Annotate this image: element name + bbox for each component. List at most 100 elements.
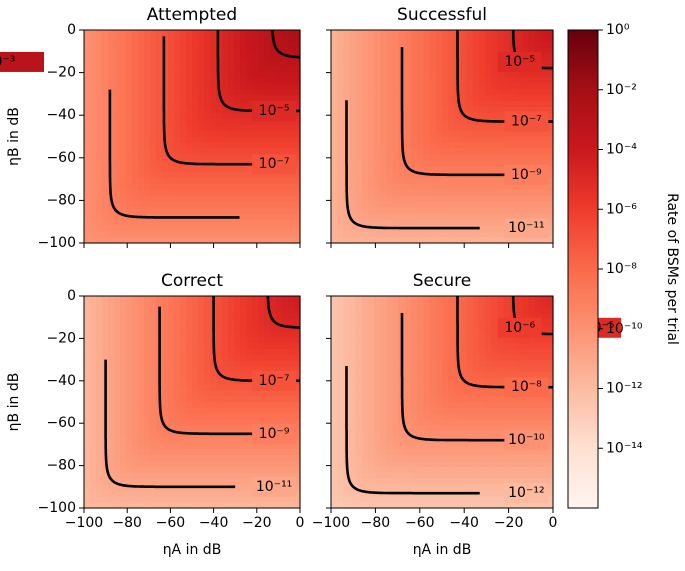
heat-cell xyxy=(258,461,265,467)
heat-cell xyxy=(246,131,253,138)
heat-cell xyxy=(216,314,223,320)
heat-cell xyxy=(448,131,455,138)
heat-cell xyxy=(150,83,157,90)
heat-cell xyxy=(132,296,139,302)
heat-cell xyxy=(461,48,468,55)
heat-cell xyxy=(90,402,97,408)
heat-cell xyxy=(270,125,277,132)
heat-cell xyxy=(84,479,91,485)
heat-cell xyxy=(84,107,91,114)
heat-cell xyxy=(356,396,363,402)
heat-cell xyxy=(411,455,418,461)
heat-cell xyxy=(331,373,338,379)
heat-cell xyxy=(368,337,375,343)
heat-cell xyxy=(411,325,418,331)
heat-cell xyxy=(96,455,103,461)
heat-cell xyxy=(467,479,474,485)
heat-cell xyxy=(114,60,121,67)
heat-cell xyxy=(144,337,151,343)
heat-cell xyxy=(442,467,449,473)
heat-cell xyxy=(168,308,175,314)
heat-cell xyxy=(424,449,431,455)
heat-cell xyxy=(411,426,418,432)
heat-cell xyxy=(192,66,199,73)
heat-cell xyxy=(430,461,437,467)
heat-cell xyxy=(144,373,151,379)
heat-cell xyxy=(337,125,344,132)
heat-cell xyxy=(138,373,145,379)
heat-cell xyxy=(374,455,381,461)
heat-cell xyxy=(102,95,109,102)
heat-cell xyxy=(337,490,344,496)
heat-cell xyxy=(331,414,338,420)
heat-cell xyxy=(102,101,109,108)
heat-cell xyxy=(535,196,542,203)
heat-cell xyxy=(264,178,271,185)
heat-cell xyxy=(362,390,369,396)
heat-cell xyxy=(102,496,109,502)
heat-cell xyxy=(186,107,193,114)
heat-cell xyxy=(331,142,338,149)
heat-cell xyxy=(102,202,109,209)
heat-cell xyxy=(473,125,480,132)
heat-cell xyxy=(216,443,223,449)
heat-cell xyxy=(126,384,133,390)
heat-cell xyxy=(234,408,241,414)
heat-cell xyxy=(132,443,139,449)
heat-cell xyxy=(120,119,127,126)
heat-cell xyxy=(102,296,109,302)
heat-cell xyxy=(144,36,151,43)
heat-cell xyxy=(473,113,480,120)
heat-cell xyxy=(138,131,145,138)
heat-cell xyxy=(498,196,505,203)
heat-cell xyxy=(491,337,498,343)
heat-cell xyxy=(282,208,289,215)
heat-cell xyxy=(234,349,241,355)
heat-cell xyxy=(198,337,205,343)
heat-cell xyxy=(448,461,455,467)
heat-cell xyxy=(436,384,443,390)
heat-cell xyxy=(448,160,455,167)
heat-cell xyxy=(498,367,505,373)
heat-cell xyxy=(430,302,437,308)
heat-cell xyxy=(90,337,97,343)
heat-cell xyxy=(84,190,91,197)
heat-cell xyxy=(120,361,127,367)
heat-cell xyxy=(102,166,109,173)
heat-cell xyxy=(417,349,424,355)
heat-cell xyxy=(174,219,181,226)
heat-cell xyxy=(228,390,235,396)
heat-cell xyxy=(180,148,187,155)
heat-cell xyxy=(436,473,443,479)
heat-cell xyxy=(120,378,127,384)
heat-cell xyxy=(350,443,357,449)
heat-cell xyxy=(162,461,169,467)
heat-cell xyxy=(387,148,394,155)
heat-cell xyxy=(240,337,247,343)
heat-cell xyxy=(186,314,193,320)
heat-cell xyxy=(374,113,381,120)
heat-cell xyxy=(331,314,338,320)
heat-cell xyxy=(240,154,247,161)
heat-cell xyxy=(362,42,369,49)
heat-cell xyxy=(204,361,211,367)
heat-cell xyxy=(368,349,375,355)
heat-cell xyxy=(84,125,91,132)
heat-cell xyxy=(276,361,283,367)
heat-cell xyxy=(126,402,133,408)
heat-cell xyxy=(411,314,418,320)
heat-cell xyxy=(114,196,121,203)
heat-cell xyxy=(222,119,229,126)
heat-cell xyxy=(498,231,505,238)
heat-cell xyxy=(240,131,247,138)
heat-cell xyxy=(96,178,103,185)
heat-cell xyxy=(234,36,241,43)
heat-cell xyxy=(473,148,480,155)
heat-cell xyxy=(343,42,350,49)
heat-cell xyxy=(90,148,97,155)
heat-cell xyxy=(192,48,199,55)
heat-cell xyxy=(491,373,498,379)
heat-cell xyxy=(264,349,271,355)
heat-cell xyxy=(485,184,492,191)
heat-cell xyxy=(252,71,259,78)
